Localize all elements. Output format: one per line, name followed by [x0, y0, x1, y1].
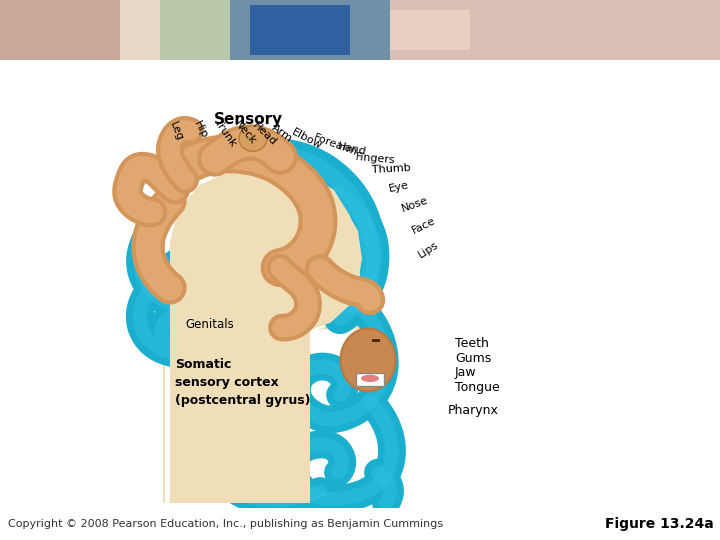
Text: Head: Head: [250, 120, 278, 147]
Text: Jaw: Jaw: [455, 366, 477, 379]
Text: Tongue: Tongue: [455, 381, 500, 394]
Text: Teeth: Teeth: [455, 337, 489, 350]
Text: Copyright © 2008 Pearson Education, Inc., publishing as Benjamin Cummings: Copyright © 2008 Pearson Education, Inc.…: [8, 519, 443, 529]
Ellipse shape: [361, 375, 379, 382]
Text: Pharynx: Pharynx: [448, 404, 499, 417]
Bar: [390, 10, 470, 50]
Text: Hand: Hand: [336, 141, 367, 158]
Bar: [356, 373, 384, 386]
Text: Figure 13.24a: Figure 13.24a: [606, 517, 714, 531]
Bar: [0, 0, 160, 60]
Text: Face: Face: [410, 216, 438, 236]
Bar: [250, 5, 350, 56]
Bar: [120, 0, 240, 60]
Ellipse shape: [341, 328, 395, 392]
Text: Thumb: Thumb: [372, 163, 411, 176]
Text: Genitals: Genitals: [185, 319, 234, 332]
Text: Somatic
sensory cortex
(postcentral gyrus): Somatic sensory cortex (postcentral gyru…: [175, 359, 310, 408]
Text: Eye: Eye: [388, 180, 410, 194]
Polygon shape: [170, 164, 360, 503]
Text: Fingers: Fingers: [355, 152, 396, 166]
Text: Nose: Nose: [400, 195, 430, 214]
Text: Forearm: Forearm: [312, 133, 359, 158]
Text: Trunk: Trunk: [212, 118, 238, 148]
Polygon shape: [175, 172, 362, 503]
Text: Leg: Leg: [168, 120, 185, 142]
Circle shape: [239, 125, 267, 151]
Bar: [160, 0, 230, 60]
Text: Sensory: Sensory: [213, 112, 282, 127]
Text: Gums: Gums: [455, 352, 491, 365]
Text: Arm: Arm: [270, 123, 294, 145]
Text: Elbow: Elbow: [290, 127, 324, 151]
Text: Hip: Hip: [192, 119, 210, 140]
Bar: [390, 0, 720, 60]
Polygon shape: [163, 157, 384, 503]
Bar: [210, 0, 390, 60]
Text: Neck: Neck: [232, 119, 258, 147]
Text: Lips: Lips: [417, 240, 441, 260]
